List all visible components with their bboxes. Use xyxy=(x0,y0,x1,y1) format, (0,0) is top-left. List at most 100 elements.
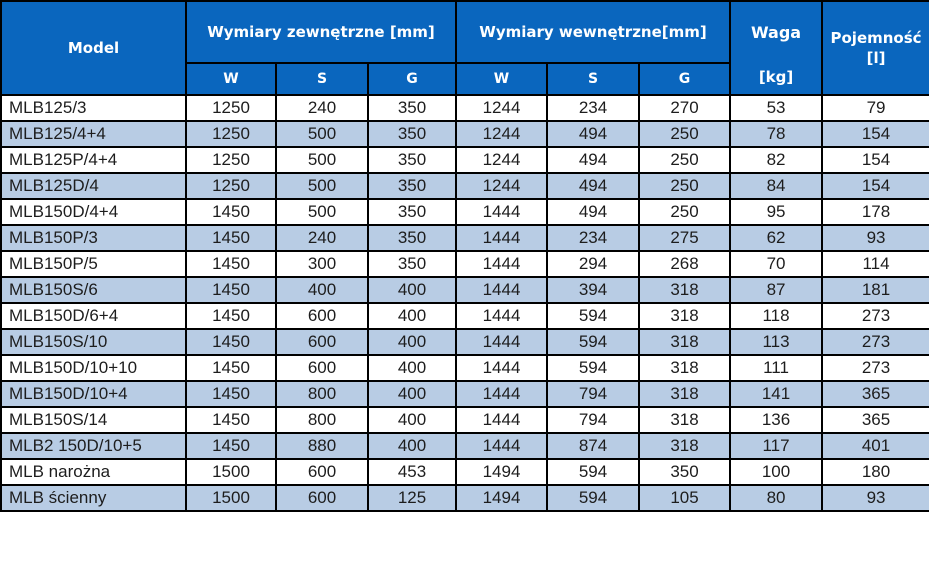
value-cell: 594 xyxy=(546,484,641,512)
table-row: MLB ścienny 1500 600 125 1494 594 105 80 93 xyxy=(0,484,929,512)
table-row: MLB125D/4 1250 500 350 1244 494 250 84 154 xyxy=(0,172,929,200)
value-cell: 1450 xyxy=(185,432,277,460)
value-cell: 500 xyxy=(275,172,369,200)
value-cell: 154 xyxy=(821,120,929,148)
value-cell: 400 xyxy=(366,276,458,304)
value-cell: 1494 xyxy=(455,458,549,486)
model-cell: MLB150D/4+4 xyxy=(0,198,187,226)
value-cell: 70 xyxy=(729,250,824,278)
value-cell: 500 xyxy=(275,198,369,226)
subcolumn-internal-g: G xyxy=(638,62,732,96)
value-cell: 594 xyxy=(546,458,641,486)
weight-label: Waga xyxy=(750,22,802,42)
value-cell: 318 xyxy=(638,432,732,460)
value-cell: 118 xyxy=(729,302,824,330)
value-cell: 93 xyxy=(821,224,929,252)
value-cell: 318 xyxy=(638,354,732,382)
value-cell: 350 xyxy=(366,120,458,148)
value-cell: 268 xyxy=(638,250,732,278)
value-cell: 318 xyxy=(638,380,732,408)
value-cell: 874 xyxy=(546,432,641,460)
value-cell: 1450 xyxy=(185,354,277,382)
value-cell: 350 xyxy=(366,146,458,174)
value-cell: 78 xyxy=(729,120,824,148)
column-header-capacity: Pojemność [l] xyxy=(821,0,929,96)
value-cell: 273 xyxy=(821,328,929,356)
model-cell: MLB150D/10+10 xyxy=(0,354,187,382)
value-cell: 594 xyxy=(546,354,641,382)
value-cell: 400 xyxy=(366,406,458,434)
value-cell: 318 xyxy=(638,406,732,434)
value-cell: 1450 xyxy=(185,406,277,434)
value-cell: 114 xyxy=(821,250,929,278)
value-cell: 600 xyxy=(275,484,369,512)
value-cell: 84 xyxy=(729,172,824,200)
model-cell: MLB150P/5 xyxy=(0,250,187,278)
value-cell: 100 xyxy=(729,458,824,486)
value-cell: 400 xyxy=(366,354,458,382)
value-cell: 275 xyxy=(638,224,732,252)
value-cell: 401 xyxy=(821,432,929,460)
value-cell: 794 xyxy=(546,406,641,434)
value-cell: 300 xyxy=(275,250,369,278)
value-cell: 318 xyxy=(638,302,732,330)
value-cell: 136 xyxy=(729,406,824,434)
value-cell: 240 xyxy=(275,224,369,252)
value-cell: 113 xyxy=(729,328,824,356)
model-cell: MLB150S/10 xyxy=(0,328,187,356)
value-cell: 62 xyxy=(729,224,824,252)
product-spec-table: Model Wymiary zewnętrzne [mm] Wymiary we… xyxy=(0,0,929,512)
value-cell: 1450 xyxy=(185,328,277,356)
table-row: MLB150S/14 1450 800 400 1444 794 318 136 365 xyxy=(0,406,929,434)
table-row: MLB125/4+4 1250 500 350 1244 494 250 78 154 xyxy=(0,120,929,148)
value-cell: 318 xyxy=(638,328,732,356)
value-cell: 350 xyxy=(366,198,458,226)
table-row: MLB125/3 1250 240 350 1244 234 270 53 79 xyxy=(0,94,929,122)
value-cell: 400 xyxy=(366,380,458,408)
value-cell: 294 xyxy=(546,250,641,278)
value-cell: 270 xyxy=(638,94,732,122)
subcolumn-external-g: G xyxy=(366,62,458,96)
value-cell: 1244 xyxy=(455,94,549,122)
value-cell: 234 xyxy=(546,224,641,252)
value-cell: 1500 xyxy=(185,484,277,512)
value-cell: 1250 xyxy=(185,146,277,174)
subcolumn-internal-s: S xyxy=(546,62,641,96)
value-cell: 93 xyxy=(821,484,929,512)
value-cell: 500 xyxy=(275,120,369,148)
value-cell: 453 xyxy=(366,458,458,486)
model-cell: MLB ścienny xyxy=(0,484,187,512)
value-cell: 318 xyxy=(638,276,732,304)
model-cell: MLB150D/10+4 xyxy=(0,380,187,408)
value-cell: 350 xyxy=(366,172,458,200)
value-cell: 95 xyxy=(729,198,824,226)
value-cell: 880 xyxy=(275,432,369,460)
value-cell: 1494 xyxy=(455,484,549,512)
table-row: MLB150P/3 1450 240 350 1444 234 275 62 93 xyxy=(0,224,929,252)
weight-unit-label: [kg] xyxy=(758,68,794,86)
model-cell: MLB125D/4 xyxy=(0,172,187,200)
value-cell: 1250 xyxy=(185,172,277,200)
value-cell: 82 xyxy=(729,146,824,174)
value-cell: 79 xyxy=(821,94,929,122)
subcolumn-internal-w: W xyxy=(455,62,549,96)
model-cell: MLB150P/3 xyxy=(0,224,187,252)
model-cell: MLB125P/4+4 xyxy=(0,146,187,174)
value-cell: 273 xyxy=(821,302,929,330)
value-cell: 400 xyxy=(366,328,458,356)
value-cell: 250 xyxy=(638,120,732,148)
value-cell: 1444 xyxy=(455,302,549,330)
value-cell: 240 xyxy=(275,94,369,122)
value-cell: 365 xyxy=(821,406,929,434)
value-cell: 1444 xyxy=(455,328,549,356)
model-cell: MLB150D/6+4 xyxy=(0,302,187,330)
value-cell: 105 xyxy=(638,484,732,512)
model-cell: MLB150S/6 xyxy=(0,276,187,304)
value-cell: 234 xyxy=(546,94,641,122)
value-cell: 111 xyxy=(729,354,824,382)
value-cell: 600 xyxy=(275,354,369,382)
column-header-weight: Waga [kg] xyxy=(729,0,824,96)
value-cell: 273 xyxy=(821,354,929,382)
value-cell: 1444 xyxy=(455,276,549,304)
